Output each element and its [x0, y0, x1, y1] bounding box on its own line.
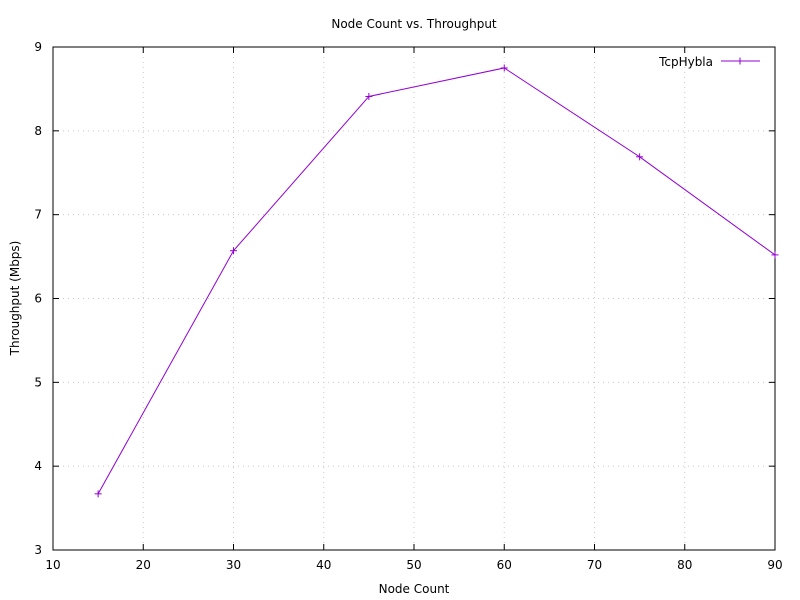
- series-group: [94, 64, 779, 498]
- axis-ticks: [52, 46, 776, 551]
- x-tick-label: 20: [136, 558, 151, 572]
- x-tick-label: 50: [406, 558, 421, 572]
- legend: TcpHybla: [658, 55, 760, 69]
- x-tick-label: 40: [316, 558, 331, 572]
- y-tick-label: 4: [34, 459, 42, 473]
- y-tick-label: 6: [34, 292, 42, 306]
- series-line: [97, 67, 776, 495]
- x-tick-label: 90: [767, 558, 782, 572]
- chart-title: Node Count vs. Throughput: [331, 17, 497, 31]
- y-tick-labels: 3 4 5 6 7 8 9: [34, 40, 42, 557]
- x-tick-label: 70: [587, 558, 602, 572]
- y-tick-label: 7: [34, 208, 42, 222]
- data-point: [94, 490, 102, 498]
- x-tick-labels: 10 20 30 40 50 60 70 80 90: [45, 558, 782, 572]
- legend-swatch-marker: [736, 57, 744, 65]
- data-point: [500, 64, 508, 72]
- y-tick-label: 8: [34, 124, 42, 138]
- data-point: [230, 247, 237, 255]
- data-point: [636, 153, 644, 161]
- x-tick-label: 10: [45, 558, 60, 572]
- data-point: [771, 251, 779, 259]
- y-tick-label: 5: [34, 375, 42, 389]
- y-tick-label: 9: [34, 40, 42, 54]
- x-tick-label: 80: [677, 558, 692, 572]
- x-tick-label: 60: [497, 558, 512, 572]
- x-axis-label: Node Count: [379, 582, 450, 596]
- x-tick-label: 30: [226, 558, 241, 572]
- legend-label-tcphybla: TcpHybla: [658, 55, 713, 69]
- grid: [53, 47, 775, 550]
- y-axis-label: Throughput (Mbps): [8, 241, 22, 357]
- y-tick-label: 3: [34, 543, 42, 557]
- data-point: [365, 92, 373, 100]
